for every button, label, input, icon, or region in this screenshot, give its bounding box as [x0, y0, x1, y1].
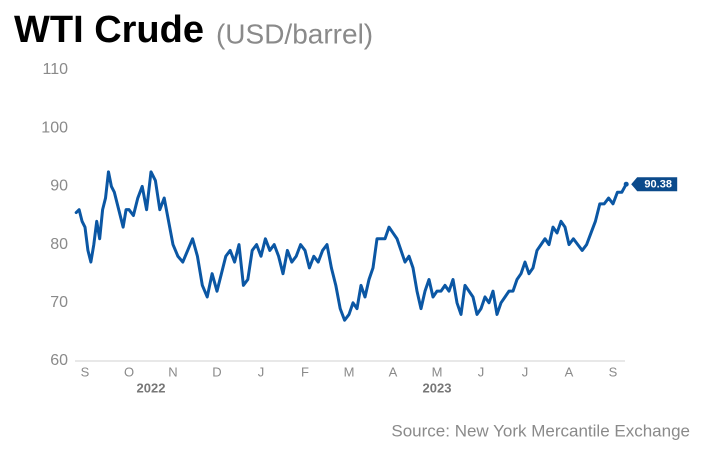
x-tick-label: S: [81, 364, 90, 379]
price-line: [74, 170, 628, 322]
x-tick-label: J: [478, 364, 485, 379]
year-label: 2023: [423, 380, 452, 395]
end-value-label: 90.38: [644, 179, 672, 191]
y-tick-label: 60: [50, 352, 68, 369]
x-tick-label: M: [432, 364, 443, 379]
x-tick-label: O: [124, 364, 134, 379]
y-tick-label: 110: [42, 61, 68, 78]
x-tick-label: J: [522, 364, 529, 379]
y-tick-label: 100: [41, 119, 68, 136]
x-tick-label: D: [212, 364, 221, 379]
end-marker: [623, 181, 629, 187]
x-tick-label: J: [258, 364, 265, 379]
chart-subtitle: (USD/barrel): [216, 18, 373, 49]
y-tick-label: 90: [50, 178, 68, 195]
source-note: Source: New York Mercantile Exchange: [391, 421, 690, 440]
y-tick-label: 80: [50, 236, 68, 253]
x-tick-label: M: [344, 364, 355, 379]
x-tick-label: N: [168, 364, 177, 379]
x-tick-label: A: [565, 364, 574, 379]
year-label: 2022: [137, 380, 166, 395]
x-tick-label: A: [389, 364, 398, 379]
chart-title: WTI Crude: [14, 9, 204, 51]
x-tick-label: F: [301, 364, 309, 379]
y-tick-label: 70: [50, 294, 68, 311]
x-tick-label: S: [609, 364, 618, 379]
end-label-box: [631, 177, 678, 192]
